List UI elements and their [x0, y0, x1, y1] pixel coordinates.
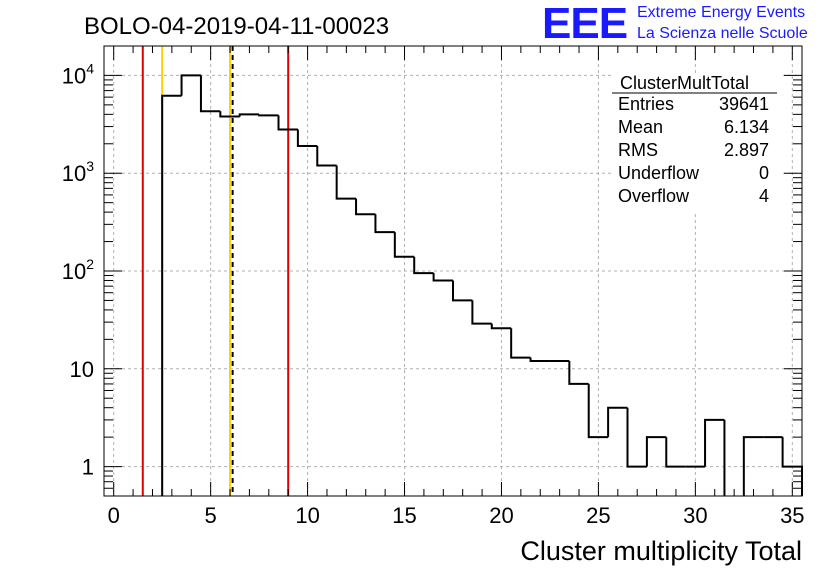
histogram-bin: [316, 145, 337, 167]
histogram-bin: [393, 232, 415, 258]
histogram-bin: [277, 115, 298, 131]
histogram-bin: [258, 114, 279, 117]
stats-label-overflow: Overflow: [618, 186, 690, 206]
histogram-bin: [432, 273, 453, 282]
stats-box: ClusterMultTotal Entries 39641 Mean 6.13…: [612, 73, 783, 211]
histogram-bin: [587, 383, 609, 439]
histogram-bin: [161, 94, 182, 496]
x-tick-label: 15: [392, 503, 416, 528]
stats-label-mean: Mean: [618, 117, 663, 137]
histogram-bin: [510, 328, 531, 359]
y-tick-label: 103: [62, 158, 94, 186]
histogram-bin: [665, 437, 686, 468]
x-tick-label: 25: [586, 503, 610, 528]
histogram-bin: [568, 361, 589, 385]
logo-line-2: La Scienza nelle Scuole: [637, 25, 808, 42]
y-tick-label: 104: [62, 60, 94, 88]
histogram-bin: [490, 323, 512, 330]
histogram-bin: [471, 300, 492, 325]
x-tick-label: 5: [205, 503, 217, 528]
stats-value-overflow: 4: [759, 186, 769, 206]
y-tick-label: 10: [70, 357, 94, 382]
x-tick-label: 0: [108, 503, 120, 528]
x-tick-label: 35: [780, 503, 804, 528]
histogram-bin: [742, 436, 764, 496]
y-tick-label: 102: [62, 256, 94, 284]
histogram-bin: [199, 75, 221, 113]
x-tick-label: 10: [295, 503, 319, 528]
run-title: BOLO-04-2019-04-11-00023: [84, 13, 389, 40]
histogram-bin: [355, 198, 376, 216]
histogram-bin: [238, 113, 260, 117]
histogram-bin: [180, 74, 201, 96]
stats-label-underflow: Underflow: [618, 163, 700, 183]
histogram-bin: [529, 357, 550, 363]
grid: [104, 46, 802, 496]
histogram-bin: [645, 436, 667, 467]
stats-label-rms: RMS: [618, 140, 658, 160]
histogram-bin: [296, 129, 318, 147]
stats-value-mean: 6.134: [724, 117, 769, 137]
histogram-bin: [335, 165, 357, 200]
y-tick-label: 1: [82, 455, 94, 480]
histogram-bin: [626, 407, 647, 468]
logo-line-1: Extreme Energy Events: [637, 4, 805, 21]
x-tick-label: 30: [683, 503, 707, 528]
eee-logo: EEE Extreme Energy Events La Scienza nel…: [542, 0, 808, 48]
histogram-bin: [452, 280, 473, 302]
histogram-bin: [374, 214, 395, 234]
stats-value-entries: 39641: [719, 94, 769, 114]
histogram-bin: [219, 111, 240, 118]
stats-label-entries: Entries: [618, 94, 674, 114]
x-tick-label: 20: [489, 503, 513, 528]
histogram-bin: [413, 256, 434, 275]
stats-value-rms: 2.897: [724, 140, 769, 160]
axes: 0 5 10 15 20 25 30 35 1 10 102 103 104: [62, 45, 805, 528]
histogram-bin: [607, 406, 628, 438]
histogram-bin: [704, 418, 725, 467]
stats-value-underflow: 0: [759, 163, 769, 183]
stats-box-background: [612, 73, 783, 211]
stats-title: ClusterMultTotal: [620, 73, 749, 93]
x-axis-label: Cluster multiplicity Total: [520, 536, 802, 566]
logo-mark: EEE: [542, 0, 627, 48]
